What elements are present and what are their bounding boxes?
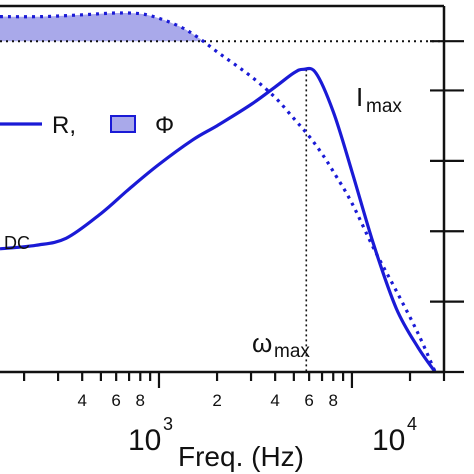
x-tick-label: 2: [212, 391, 221, 410]
i-max-sub: max: [366, 96, 402, 117]
x-tick-label: 8: [329, 391, 338, 410]
x-tick-label: 6: [111, 391, 120, 410]
x-axis-ticks: [23, 372, 446, 388]
legend-patch-swatch: [110, 115, 136, 133]
legend-label-r: R,: [52, 112, 76, 139]
x-tick-label: 6: [304, 391, 313, 410]
decade-label-1e4: 10 4: [372, 414, 417, 457]
i-max-label: I max: [356, 82, 402, 117]
decade-exponent: 4: [407, 414, 417, 434]
decade-base: 10: [372, 424, 405, 457]
resistance-line: [0, 66, 437, 373]
decade-label-1e3: 10 3: [128, 414, 173, 457]
y-axis-ticks: [430, 40, 464, 374]
x-tick-label: 4: [270, 391, 279, 410]
i-max-base: I: [356, 82, 363, 112]
decade-exponent: 3: [163, 414, 173, 434]
omega-max-base: ω: [252, 328, 272, 358]
omega-max-sub: max: [274, 341, 310, 362]
x-axis-title: Freq. (Hz): [178, 441, 304, 472]
legend-label-phi: Φ: [155, 112, 174, 139]
legend: R, Φ: [0, 112, 174, 139]
decade-base: 10: [128, 424, 161, 457]
dc-label: DC: [4, 233, 30, 253]
x-tick-label: 8: [136, 391, 145, 410]
phase-dotted-line: [0, 11, 437, 373]
x-tick-label: 4: [77, 391, 86, 410]
phase-area: [0, 12, 203, 42]
omega-max-label: ω max: [252, 328, 310, 362]
